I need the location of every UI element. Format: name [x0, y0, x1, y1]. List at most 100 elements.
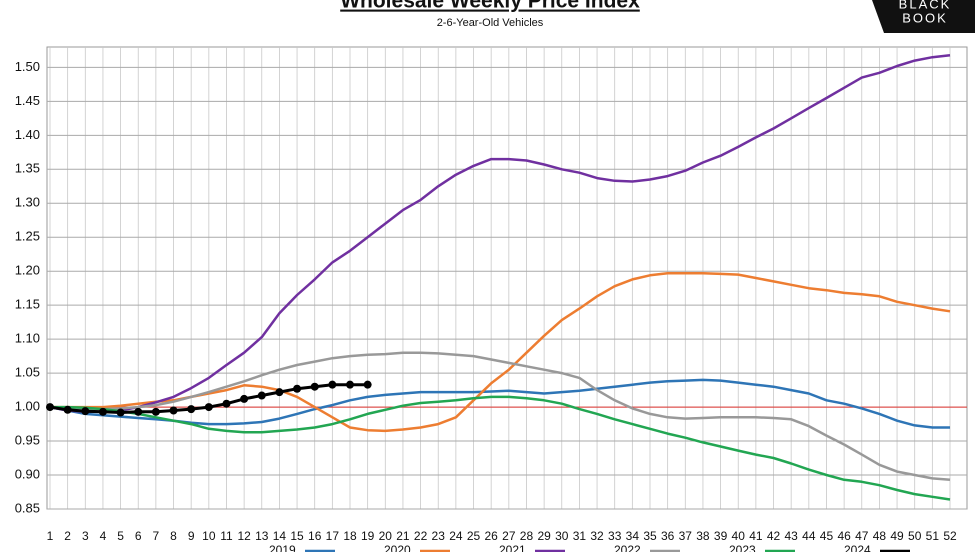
x-tick-label: 33 — [608, 529, 622, 543]
data-point — [240, 394, 249, 403]
data-point — [346, 380, 354, 389]
x-tick-label: 15 — [290, 529, 304, 543]
series-line — [49, 351, 951, 482]
y-tick-label: 1.25 — [15, 229, 40, 244]
x-tick-label: 5 — [117, 529, 124, 543]
x-tick-label: 18 — [343, 529, 357, 543]
x-tick-label: 8 — [170, 529, 177, 543]
x-tick-label: 24 — [449, 529, 463, 543]
legend-label: 2022 — [614, 543, 641, 552]
x-tick-label: 14 — [273, 529, 287, 543]
x-tick-label: 42 — [767, 529, 781, 543]
data-point — [116, 408, 125, 417]
data-point — [310, 382, 319, 391]
y-tick-label: 0.85 — [15, 500, 40, 515]
x-tick-label: 48 — [873, 529, 887, 543]
y-tick-label: 0.95 — [15, 432, 40, 447]
x-tick-label: 13 — [255, 529, 269, 543]
x-tick-label: 38 — [696, 529, 710, 543]
series-line — [50, 395, 951, 501]
y-tick-label: 1.50 — [15, 59, 40, 74]
data-point — [63, 405, 72, 414]
x-tick-label: 47 — [855, 529, 869, 543]
x-tick-label: 11 — [220, 529, 233, 543]
x-tick-label: 52 — [943, 529, 957, 543]
x-tick-label: 51 — [926, 529, 940, 543]
x-tick-label: 22 — [414, 529, 428, 543]
data-point — [328, 380, 337, 389]
chart-title: Wholesale Weekly Price Index — [340, 0, 640, 13]
legend: 2019 2020 2021 2022 2023 2024 — [269, 543, 910, 552]
series-line — [49, 378, 950, 429]
x-tick-label: 43 — [784, 529, 798, 543]
data-point — [257, 391, 266, 400]
x-tick-label: 9 — [188, 529, 195, 543]
y-tick-label: 1.00 — [15, 399, 40, 414]
x-tick-label: 39 — [714, 529, 728, 543]
data-point — [169, 406, 178, 415]
legend-label: 2023 — [729, 543, 756, 552]
y-tick-label: 1.45 — [15, 93, 40, 108]
x-tick-label: 27 — [502, 529, 516, 543]
legend-label: 2021 — [499, 543, 526, 552]
data-point — [81, 407, 90, 416]
x-tick-label: 37 — [679, 529, 693, 543]
x-tick-label: 41 — [749, 529, 763, 543]
x-tick-label: 46 — [837, 529, 851, 543]
x-tick-label: 10 — [202, 529, 216, 543]
x-tick-label: 20 — [379, 529, 393, 543]
x-tick-label: 31 — [573, 529, 587, 543]
x-tick-label: 26 — [484, 529, 498, 543]
plot-area — [46, 46, 968, 510]
y-tick-label: 1.15 — [15, 297, 40, 312]
x-tick-label: 40 — [732, 529, 746, 543]
x-tick-label: 19 — [361, 529, 375, 543]
x-tick-label: 21 — [396, 529, 410, 543]
data-point — [134, 407, 143, 416]
series-line — [49, 53, 951, 414]
x-tick-label: 50 — [908, 529, 922, 543]
y-tick-label: 1.20 — [15, 263, 40, 278]
data-point — [363, 380, 372, 389]
x-tick-label: 44 — [802, 529, 816, 543]
legend-label: 2024 — [844, 543, 871, 552]
x-tick-label: 17 — [326, 529, 340, 543]
y-tick-label: 1.35 — [15, 161, 40, 176]
x-tick-label: 16 — [308, 529, 322, 543]
data-point — [46, 403, 54, 412]
x-tick-label: 29 — [537, 529, 551, 543]
y-tick-label: 1.30 — [15, 195, 40, 210]
logo-text: BOOK — [902, 10, 948, 25]
data-point — [187, 405, 196, 414]
data-point — [222, 399, 231, 408]
data-point — [293, 384, 302, 393]
data-point — [98, 407, 107, 416]
x-tick-label: 25 — [467, 529, 481, 543]
x-tick-label: 3 — [82, 529, 89, 543]
x-tick-label: 4 — [100, 529, 107, 543]
x-tick-label: 45 — [820, 529, 834, 543]
x-tick-label: 35 — [643, 529, 657, 543]
x-tick-label: 1 — [47, 529, 54, 543]
chart-subtitle: 2-6-Year-Old Vehicles — [437, 17, 544, 29]
x-tick-label: 28 — [520, 529, 534, 543]
x-tick-label: 2 — [64, 529, 71, 543]
data-point — [275, 388, 284, 397]
legend-label: 2019 — [269, 543, 296, 552]
y-tick-label: 1.05 — [15, 365, 40, 380]
y-tick-label: 1.40 — [15, 127, 40, 142]
x-tick-label: 36 — [661, 529, 675, 543]
x-tick-label: 30 — [555, 529, 569, 543]
x-tick-label: 6 — [135, 529, 142, 543]
x-tick-label: 34 — [626, 529, 640, 543]
x-tick-label: 7 — [153, 529, 160, 543]
logo-background — [872, 0, 975, 33]
x-tick-label: 49 — [890, 529, 904, 543]
y-tick-label: 1.10 — [15, 331, 40, 346]
x-tick-label: 12 — [237, 529, 251, 543]
logo-text: BLACK — [899, 0, 952, 11]
y-tick-label: 0.90 — [15, 466, 40, 481]
legend-label: 2020 — [384, 543, 411, 552]
data-point — [151, 407, 160, 416]
